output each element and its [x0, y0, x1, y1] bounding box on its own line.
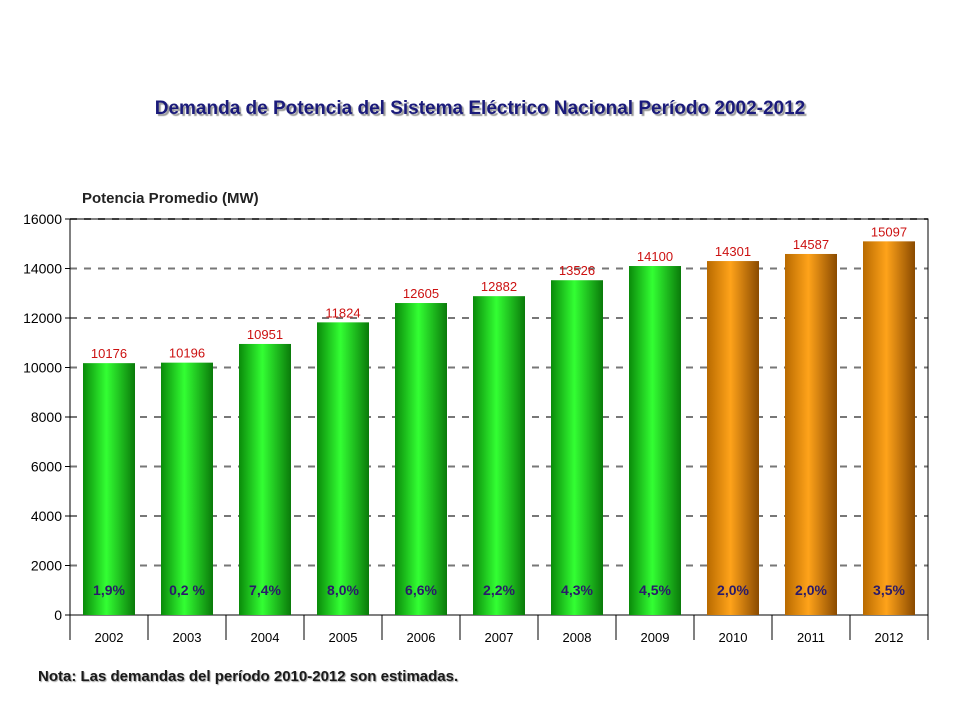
value-label: 14100 [637, 249, 673, 264]
x-tick-label: 2008 [563, 630, 592, 645]
x-tick-label: 2009 [641, 630, 670, 645]
value-label: 11824 [325, 305, 360, 320]
growth-label: 4,3% [561, 582, 593, 598]
y-axis-label: Potencia Promedio (MW) [82, 190, 259, 207]
y-tick-label: 14000 [23, 261, 62, 277]
bar-2002 [83, 363, 135, 615]
bar-2007 [473, 296, 525, 615]
y-tick-label: 10000 [23, 360, 62, 376]
bar-2012 [863, 241, 915, 615]
x-tick-label: 2006 [407, 630, 436, 645]
value-label: 14587 [793, 237, 829, 252]
growth-label: 6,6% [405, 582, 437, 598]
growth-label: 7,4% [249, 582, 281, 598]
value-label: 15097 [871, 224, 907, 239]
y-tick-label: 0 [54, 607, 62, 623]
value-labels: 10176 10196 10951 11824 12605 12882 13526 14100… [91, 224, 907, 361]
bar-2011 [785, 253, 837, 616]
x-tick-label: 2002 [95, 630, 124, 645]
bar-2004 [239, 343, 291, 615]
y-tick-label: 16000 [23, 211, 62, 227]
growth-label: 2,0% [717, 582, 749, 598]
bar-2006 [395, 303, 447, 615]
x-tick-label: 2011 [797, 630, 825, 645]
x-tick-label: 2004 [251, 630, 280, 645]
bar-2008 [551, 280, 603, 615]
footnote: Nota: Las demandas del período 2010-2012… [38, 668, 459, 685]
growth-label: 4,5% [639, 582, 671, 598]
value-label: 10196 [169, 346, 205, 361]
y-axis-ticks: 0 2000 4000 6000 8000 10000 12000 14000 16000 [23, 211, 70, 623]
value-label: 14301 [715, 244, 751, 259]
x-tick-label: 2007 [485, 630, 514, 645]
growth-labels: 1,9% 0,2 % 7,4% 8,0% 6,6% 2,2% 4,3% 4,5% 2,0% 2,0… [93, 582, 905, 598]
x-tick-label: 2005 [329, 630, 358, 645]
growth-label: 0,2 % [169, 582, 205, 598]
y-tick-label: 2000 [31, 558, 62, 574]
growth-label: 2,0% [795, 582, 827, 598]
value-label: 12605 [403, 286, 439, 301]
bar-2005 [317, 322, 369, 615]
x-tick-label: 2003 [173, 630, 202, 645]
y-tick-label: 4000 [31, 508, 62, 524]
y-tick-label: 8000 [31, 409, 62, 425]
growth-label: 3,5% [873, 582, 905, 598]
growth-label: 2,2% [483, 582, 515, 598]
y-tick-label: 6000 [31, 459, 62, 475]
chart-title: Demanda de Potencia del Sistema Eléctric… [154, 98, 806, 119]
bar-2009 [629, 266, 681, 615]
value-label: 10176 [91, 346, 127, 361]
y-tick-label: 12000 [23, 310, 62, 326]
x-tick-label: 2010 [719, 630, 748, 645]
growth-label: 1,9% [93, 582, 125, 598]
growth-label: 8,0% [327, 582, 359, 598]
x-tick-label: 2012 [875, 630, 904, 645]
value-label: 12882 [481, 279, 517, 294]
bar-2010 [707, 261, 759, 615]
x-axis-ticks: 2002 2003 2004 2005 2006 2007 2008 2009 2010 2011… [95, 630, 904, 645]
value-label: 13526 [559, 263, 595, 278]
bars [83, 241, 915, 616]
bar-2003 [161, 362, 213, 615]
value-label: 10951 [247, 327, 283, 342]
